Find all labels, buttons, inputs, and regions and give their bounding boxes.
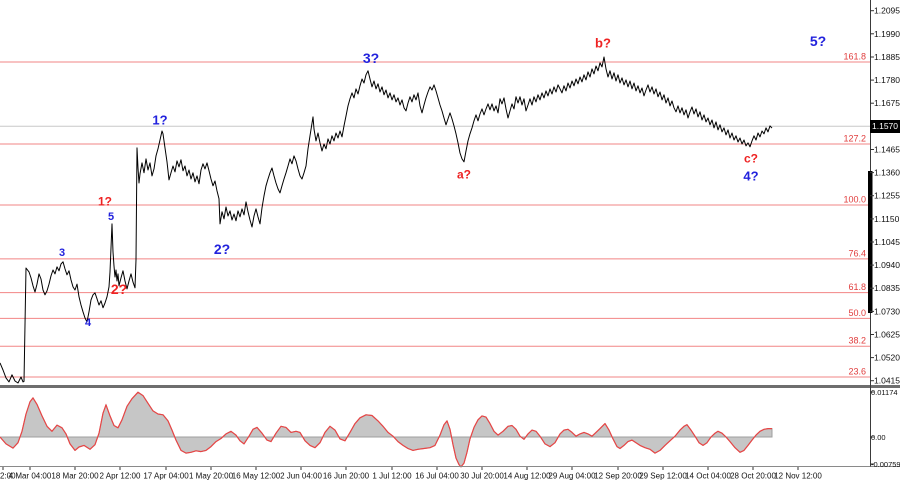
wave-label-6-2?: 2? (214, 241, 230, 257)
price-tick-label: 1.1465 (874, 145, 900, 155)
price-tick-label: 1.2095 (874, 6, 900, 16)
fib-label-50.0: 50.0 (848, 308, 866, 318)
price-tick-label: 1.1885 (874, 52, 900, 62)
price-axis[interactable] (870, 0, 900, 466)
fib-label-76.4: 76.4 (848, 248, 866, 258)
wave-label-3-1?: 1? (98, 194, 112, 208)
time-tick-label: 14 Oct 04:00 (685, 472, 731, 481)
price-tick-label: 1.0520 (874, 353, 900, 363)
price-tick-label: 1.0835 (874, 283, 900, 293)
fib-label-161.8: 161.8 (843, 52, 866, 62)
fib-label-23.6: 23.6 (848, 367, 866, 377)
price-tick-label: 1.0415 (874, 376, 900, 386)
wave-label-4-2?: 2? (111, 281, 127, 297)
wave-label-2-5: 5 (108, 211, 114, 223)
price-tick-label: 1.1990 (874, 29, 900, 39)
time-tick-label: 2:00 (0, 472, 16, 481)
time-tick-label: 29 Sep 12:00 (639, 472, 687, 481)
price-pane[interactable] (0, 0, 870, 385)
fib-label-127.2: 127.2 (843, 133, 866, 143)
wave-label-7-3?: 3? (363, 50, 379, 66)
price-tick-label: 1.0940 (874, 260, 900, 270)
wave-label-12-5?: 5? (810, 33, 826, 49)
price-tick-label: 1.1045 (874, 237, 900, 247)
time-axis[interactable] (0, 467, 900, 485)
time-tick-label: 2 Jun 04:00 (280, 472, 322, 481)
price-tick-label: 1.1255 (874, 191, 900, 201)
price-tick-label: 1.0625 (874, 330, 900, 340)
wave-label-8-a?: a? (457, 167, 471, 181)
time-tick-label: 12 Nov 12:00 (774, 472, 822, 481)
splitter-band[interactable] (0, 385, 900, 388)
wave-label-11-4?: 4? (743, 169, 758, 184)
price-tick-label: 1.1780 (874, 75, 900, 85)
time-tick-label: 1 May 20:00 (189, 472, 234, 481)
oscillator-tick-label: -0.00759 (871, 460, 900, 469)
price-tick-label: 1.1150 (874, 214, 900, 224)
time-tick-label: 12 Sep 20:00 (594, 472, 642, 481)
time-tick-label: 14 Aug 12:00 (503, 472, 551, 481)
time-tick-label: 18 Mar 20:00 (51, 472, 99, 481)
time-tick-label: 28 Oct 20:00 (730, 472, 776, 481)
time-tick-label: 4 Mar 04:00 (9, 472, 52, 481)
fib-label-61.8: 61.8 (848, 282, 866, 292)
time-tick-label: 17 Apr 04:00 (143, 472, 189, 481)
wave-label-5-1?: 1? (152, 113, 167, 128)
time-tick-label: 16 May 12:00 (232, 472, 281, 481)
oscillator-signal-line (0, 391, 772, 468)
wave-label-0-3: 3 (59, 247, 65, 259)
price-tick-label: 1.0730 (874, 306, 900, 316)
price-series (0, 56, 773, 384)
time-tick-label: 1 Jul 12:00 (372, 472, 412, 481)
oscillator-pane[interactable] (0, 388, 870, 466)
fib-label-38.2: 38.2 (848, 336, 866, 346)
fib-label-100.0: 100.0 (843, 194, 866, 204)
wave-label-1-4: 4 (85, 317, 92, 329)
price-tick-label: 1.1675 (874, 98, 900, 108)
time-tick-label: 30 Jul 20:00 (460, 472, 504, 481)
time-tick-label: 16 Jun 20:00 (323, 472, 370, 481)
oscillator-tick-label: 0.00 (871, 433, 886, 442)
price-tick-label: 1.1360 (874, 168, 900, 178)
wave-label-10-c?: c? (744, 151, 758, 165)
oscillator-tick-label: 0.01174 (871, 388, 898, 397)
current-price-badge: 1.1570 (870, 120, 900, 133)
wave-label-9-b?: b? (595, 36, 611, 51)
time-tick-label: 29 Aug 04:00 (548, 472, 596, 481)
time-tick-label: 2 Apr 12:00 (100, 472, 141, 481)
time-tick-label: 16 Jul 04:00 (415, 472, 459, 481)
